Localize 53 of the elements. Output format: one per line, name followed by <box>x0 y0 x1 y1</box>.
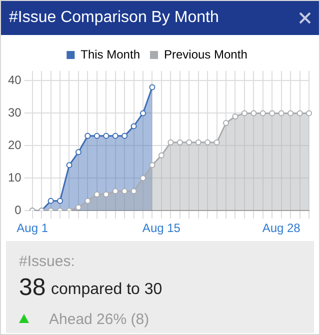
point <box>122 132 128 139</box>
point <box>176 139 183 146</box>
point <box>186 139 192 146</box>
point <box>84 198 91 204</box>
y-tick-label: 30 <box>8 106 22 120</box>
point <box>306 110 312 116</box>
point <box>214 139 220 146</box>
point <box>158 152 164 158</box>
point <box>84 132 91 139</box>
point <box>241 110 248 116</box>
point <box>195 139 202 146</box>
point <box>260 110 266 116</box>
point <box>112 188 118 194</box>
point <box>94 191 100 198</box>
y-tick-label: 10 <box>8 170 22 184</box>
point <box>149 162 156 168</box>
text: 38 <box>19 274 46 302</box>
point <box>75 204 82 210</box>
point <box>232 113 238 120</box>
x-tick-label: Aug 28 <box>262 221 301 236</box>
text: compared to 30 <box>51 281 162 299</box>
point <box>288 110 294 116</box>
text: Ahead 26% (8) <box>49 311 150 328</box>
point <box>66 162 72 168</box>
point <box>296 110 303 116</box>
point <box>103 191 110 198</box>
point <box>75 149 82 156</box>
x-tick-label: Aug 1 <box>16 221 48 236</box>
point <box>269 110 276 116</box>
point <box>223 120 230 126</box>
y-tick-label: 40 <box>8 73 22 88</box>
point <box>140 175 146 182</box>
point <box>112 132 118 139</box>
point <box>48 198 54 204</box>
point <box>140 110 146 116</box>
text: #Issues: <box>19 253 75 270</box>
point <box>57 198 64 204</box>
legend-label: This Month <box>80 47 140 62</box>
point <box>103 132 110 139</box>
point <box>250 110 257 116</box>
point <box>204 139 211 146</box>
point <box>278 110 284 116</box>
legend-label: Previous Month <box>164 47 248 62</box>
point <box>149 84 156 90</box>
point <box>94 132 100 139</box>
x-tick-label: Aug 15 <box>142 221 181 236</box>
point <box>122 188 128 194</box>
point <box>130 188 137 194</box>
chart-title: #Issue Comparison By Month <box>9 9 219 27</box>
y-tick-label: 0 <box>14 202 22 217</box>
point <box>130 123 137 130</box>
y-tick-label: 20 <box>8 138 22 152</box>
point <box>168 139 174 146</box>
